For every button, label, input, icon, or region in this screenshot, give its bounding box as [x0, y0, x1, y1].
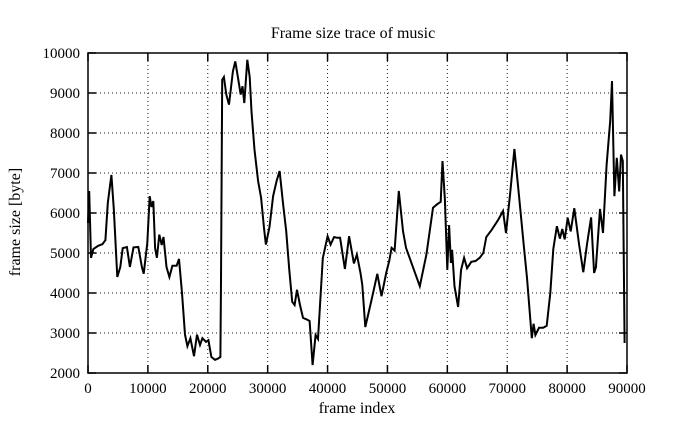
y-tick-label: 10000	[43, 46, 81, 62]
data-line	[87, 59, 626, 366]
chart-title: Frame size trace of music	[270, 25, 436, 42]
x-tick-label: 30000	[249, 381, 287, 397]
x-tick-label: 80000	[548, 381, 586, 397]
y-tick-label: 9000	[50, 86, 80, 102]
y-tick-label: 2000	[50, 366, 80, 382]
x-tick-label: 90000	[608, 381, 646, 397]
y-tick-label: 5000	[50, 246, 80, 262]
x-tick-label: 50000	[369, 381, 407, 397]
x-tick-label: 40000	[309, 381, 347, 397]
x-tick-label: 60000	[429, 381, 467, 397]
x-axis-label: frame index	[318, 400, 396, 417]
x-tick-label: 20000	[189, 381, 227, 397]
x-tick-label: 0	[84, 381, 92, 397]
x-tick-label: 10000	[129, 381, 167, 397]
y-tick-label: 6000	[50, 206, 80, 222]
y-tick-label: 8000	[50, 126, 80, 142]
y-tick-label: 3000	[50, 326, 80, 342]
y-tick-label: 7000	[50, 166, 80, 182]
x-tick-label: 70000	[488, 381, 526, 397]
y-tick-label: 4000	[50, 286, 80, 302]
y-axis-label: frame size [byte]	[7, 167, 24, 277]
